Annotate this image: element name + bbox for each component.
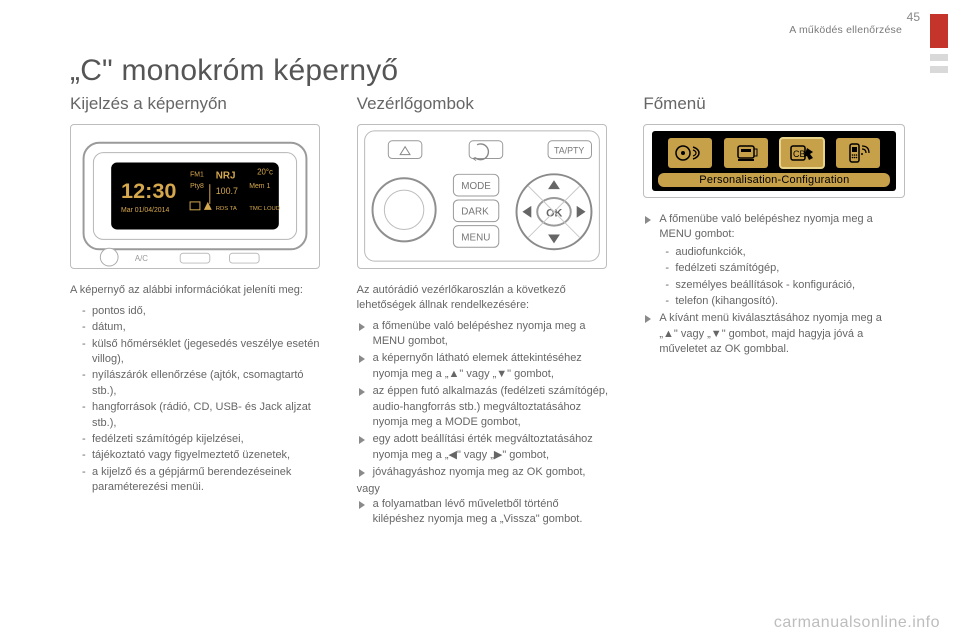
list-item: a folyamatban lévő műveletből történő ki… [357, 497, 614, 528]
edge-tab-grey [930, 66, 948, 73]
watermark: carmanualsonline.info [774, 614, 940, 632]
svg-text:FM1: FM1 [190, 171, 204, 178]
page-number: 45 [907, 10, 920, 24]
middle-lead: Az autórádió vezérlőkaroszlán a következ… [357, 283, 614, 313]
list-item: fedélzeti számítógép kijelzései, [82, 432, 327, 447]
svg-text:TMC LOUD: TMC LOUD [249, 206, 280, 212]
list-item: audiofunkciók, [665, 245, 900, 260]
menu-icon-phone [836, 138, 880, 168]
section-label: A működés ellenőrzése [789, 24, 902, 36]
list-item: A főmenübe való belépéshez nyomja meg a … [643, 212, 900, 309]
display-illustration: 12:30 Mar 01/04/2014 FM1 NRJ 20°c Pty8 1… [70, 124, 320, 269]
svg-text:RDS TA: RDS TA [216, 206, 237, 212]
heading-mainmenu: Főmenü [643, 94, 900, 114]
svg-text:DARK: DARK [461, 207, 489, 218]
menu-icon-trip [724, 138, 768, 168]
svg-text:MENU: MENU [461, 232, 490, 243]
heading-display: Kijelzés a képernyőn [70, 94, 327, 114]
left-bullets: pontos idő,dátum, külső hőmérséklet (jege… [70, 304, 327, 496]
list-item: hangforrások (rádió, CD, USB- és Jack al… [82, 400, 327, 431]
list-item: jóváhagyáshoz nyomja meg az OK gombot, [357, 465, 614, 480]
disp-date: Mar 01/04/2014 [121, 207, 169, 214]
mainmenu-illustration: CB Personalisation-Configuration [643, 124, 905, 198]
list-item: telefon (kihangosító). [665, 294, 900, 309]
column-controls: Vezérlőgombok TA/PTY [357, 94, 614, 529]
list-item: fedélzeti számítógép, [665, 261, 900, 276]
list-item: a kijelző és a gépjármű berendezéseinek … [82, 465, 327, 496]
list-item: A kívánt menü kiválasztásához nyomja meg… [643, 311, 900, 357]
column-display: Kijelzés a képernyőn 12:30 Mar 01/04/201… [70, 94, 327, 529]
svg-text:Pty8: Pty8 [190, 183, 204, 190]
list-item: tájékoztató vagy figyelmeztető üzenetek, [82, 448, 327, 463]
menu-icon-audio [668, 138, 712, 168]
middle-items: a főmenübe való belépéshez nyomja meg a … [357, 319, 614, 481]
manual-page: 45 A működés ellenőrzése „C" monokróm ké… [0, 0, 960, 640]
middle-last: a folyamatban lévő műveletből történő ki… [357, 497, 614, 528]
svg-text:MODE: MODE [461, 181, 491, 192]
list-item: az éppen futó alkalmazás (fedélzeti szám… [357, 384, 614, 430]
right-items: A főmenübe való belépéshez nyomja meg a … [643, 212, 900, 358]
disp-time: 12:30 [121, 178, 176, 203]
list-item: nyílászárók ellenőrzése (ajtók, csomagta… [82, 368, 327, 399]
list-item: dátum, [82, 320, 327, 335]
edge-tab-red [930, 14, 948, 48]
svg-text:NRJ: NRJ [216, 170, 236, 181]
menu-icon-config: CB [780, 138, 824, 168]
svg-text:CB: CB [793, 149, 806, 159]
columns: Kijelzés a képernyőn 12:30 Mar 01/04/201… [70, 94, 900, 529]
list-item: egy adott beállítási érték megváltoztatá… [357, 432, 614, 463]
edge-tab-grey [930, 54, 948, 61]
svg-text:Mem 1: Mem 1 [249, 183, 270, 190]
svg-text:TA/PTY: TA/PTY [554, 146, 584, 156]
menu-selected-label: Personalisation-Configuration [658, 173, 890, 187]
controls-illustration: TA/PTY MODE DARK MENU OK [357, 124, 607, 269]
list-item: személyes beállítások - konfiguráció, [665, 278, 900, 293]
column-mainmenu: Főmenü CB [643, 94, 900, 529]
list-item: pontos idő, [82, 304, 327, 319]
left-lead: A képernyő az alábbi információkat jelen… [70, 283, 327, 298]
list-item: külső hőmérséklet (jegesedés veszélye es… [82, 337, 327, 368]
list-item: a képernyőn látható elemek áttekintéséhe… [357, 351, 614, 382]
svg-text:20°c: 20°c [257, 167, 273, 176]
list-item: a főmenübe való belépéshez nyomja meg a … [357, 319, 614, 350]
heading-controls: Vezérlőgombok [357, 94, 614, 114]
svg-text:A/C: A/C [135, 254, 148, 263]
page-title: „C" monokróm képernyő [70, 54, 900, 88]
middle-or: vagy [357, 483, 614, 495]
svg-text:100.7: 100.7 [216, 186, 238, 196]
